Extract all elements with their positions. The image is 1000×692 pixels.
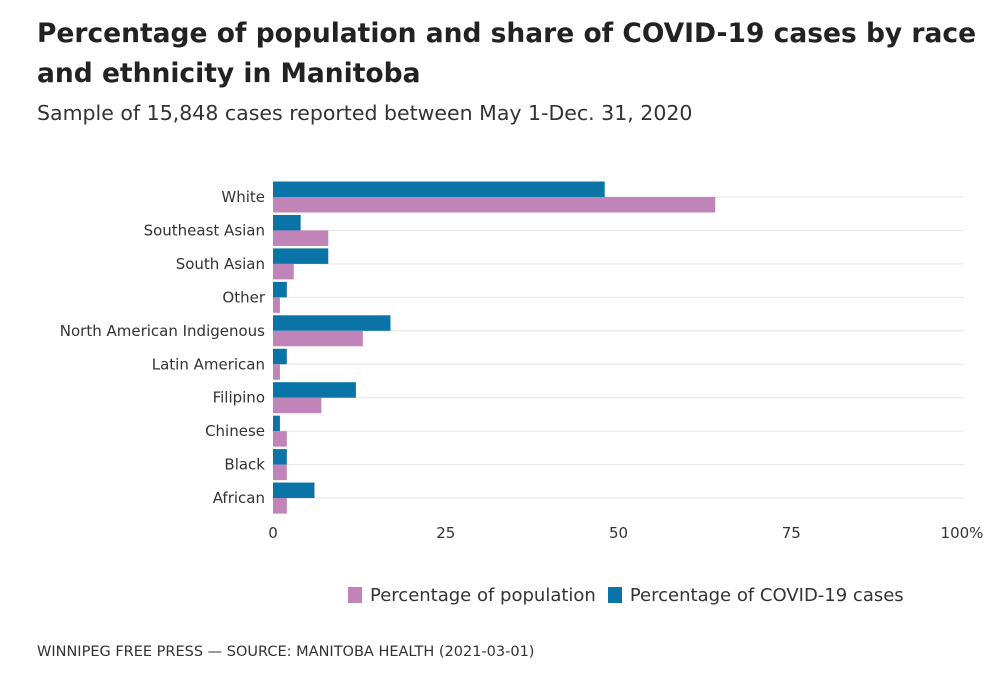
bar-covid-cases: [273, 382, 356, 398]
x-tick-label: 0: [268, 524, 278, 542]
x-tick-label: 75: [782, 524, 801, 542]
category-label: Other: [222, 288, 265, 306]
bar-covid-cases: [273, 214, 301, 231]
bar-chart: White Southeast Asian South Asian Other Nort…: [60, 181, 984, 542]
category-label: South Asian: [176, 255, 265, 273]
x-tick-label: 25: [436, 524, 455, 542]
bar-covid-cases: [273, 348, 287, 365]
category-label: North American Indigenous: [60, 322, 265, 340]
category-label: Chinese: [205, 422, 265, 440]
category-label: Latin American: [152, 355, 265, 373]
bar-covid-cases: [273, 181, 605, 197]
category-label: African: [213, 489, 265, 507]
bar-population: [273, 197, 716, 213]
chart-title: Percentage of population and share of CO…: [37, 18, 977, 89]
bar-population: [273, 364, 280, 380]
legend-swatch-covid: [607, 587, 622, 603]
legend: Percentage of population Percentage of C…: [348, 585, 904, 606]
bar-population: [273, 263, 294, 280]
category-label: Filipino: [213, 389, 265, 407]
bar-population: [273, 464, 287, 481]
category-label: Black: [224, 456, 265, 474]
legend-item-covid: Percentage of COVID-19 cases: [607, 585, 904, 606]
category-label: Southeast Asian: [144, 221, 265, 239]
bar-covid-cases: [273, 449, 287, 465]
category-label: White: [221, 188, 265, 206]
legend-label-covid: Percentage of COVID-19 cases: [629, 585, 904, 606]
legend-label-population: Percentage of population: [370, 585, 596, 606]
bar-population: [273, 330, 363, 347]
source-note: WINNIPEG FREE PRESS — SOURCE: MANITOBA H…: [37, 644, 535, 660]
bar-covid-cases: [273, 415, 280, 432]
bar-population: [273, 297, 280, 313]
bar-population: [273, 498, 287, 514]
legend-item-population: Percentage of population: [348, 585, 596, 606]
bar-population: [273, 431, 287, 447]
bar-covid-cases: [273, 281, 287, 298]
x-tick-label: 100%: [941, 524, 984, 542]
bar-covid-cases: [273, 248, 329, 264]
bar-population: [273, 230, 329, 246]
x-tick-label: 50: [609, 524, 628, 542]
chart-subtitle: Sample of 15,848 cases reported between …: [37, 101, 693, 125]
bar-covid-cases: [273, 315, 391, 331]
bar-population: [273, 397, 322, 414]
legend-swatch-population: [348, 587, 362, 603]
bar-covid-cases: [273, 482, 315, 499]
